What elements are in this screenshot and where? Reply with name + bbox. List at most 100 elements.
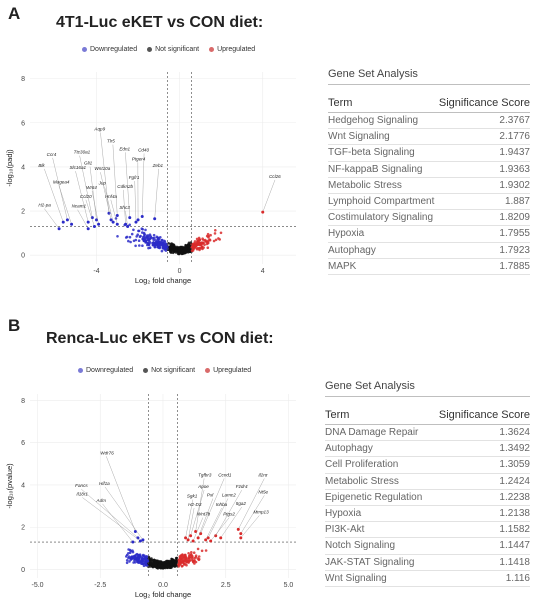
data-point — [148, 239, 151, 243]
data-point — [144, 239, 148, 242]
x-axis-label: Log₂ fold change — [135, 590, 191, 599]
data-point — [153, 217, 157, 221]
gsa-score: 1.9437 — [436, 144, 530, 162]
gsa-term: Notch Signaling — [325, 537, 431, 555]
data-point — [134, 556, 138, 559]
data-point — [184, 536, 188, 540]
data-point — [204, 549, 208, 552]
gsa-row: Lymphoid Compartment 1.887 — [328, 193, 530, 211]
data-point — [209, 233, 212, 237]
y-axis-label: -log₁₀(padj) — [5, 149, 14, 187]
gene-label: Ccl26 — [269, 174, 281, 179]
data-point — [140, 215, 144, 219]
data-point — [157, 237, 161, 241]
data-point — [169, 566, 172, 569]
label-leader — [102, 503, 134, 543]
data-point — [115, 213, 119, 217]
y-tick-label: 4 — [21, 164, 25, 171]
gsa-row: Metabolic Stress 1.2424 — [325, 473, 530, 490]
legend-item-up: Upregulated — [205, 367, 251, 374]
gene-label: Apoe — [197, 484, 209, 489]
label-leader — [200, 478, 225, 534]
data-point — [115, 222, 119, 226]
gsa-term: Epigenetic Regulation — [325, 489, 431, 506]
gsa-term: Wnt Signaling — [328, 128, 437, 146]
gsa-row: Wnt Signaling 2.1776 — [328, 128, 530, 146]
gsa-score: 2.3767 — [436, 112, 530, 130]
data-point — [181, 564, 184, 568]
gsa-term: Costimulatory Signaling — [328, 209, 437, 227]
data-point — [201, 247, 204, 251]
gsa-score: 1.7885 — [436, 258, 530, 275]
data-point — [141, 538, 145, 542]
gene-label: Nt5e — [258, 489, 268, 494]
x-tick-label: -5.0 — [31, 582, 43, 589]
gene-label: Edn1 — [119, 146, 130, 151]
data-point — [179, 554, 183, 557]
data-point — [141, 554, 144, 558]
label-leader — [238, 478, 265, 530]
data-point — [197, 238, 201, 242]
data-point — [130, 555, 134, 558]
data-point — [137, 561, 141, 564]
data-point — [145, 556, 148, 559]
label-leader — [220, 506, 242, 538]
data-point — [157, 565, 160, 568]
data-point — [142, 231, 146, 235]
data-point — [86, 227, 90, 231]
data-point — [157, 244, 160, 248]
legend-label: Upregulated — [213, 367, 252, 374]
gsa-score: 1.1418 — [430, 554, 530, 571]
data-point — [198, 246, 201, 250]
data-point — [179, 556, 182, 559]
y-tick-label: 6 — [21, 120, 25, 127]
label-leader — [79, 155, 93, 218]
data-point — [144, 228, 147, 232]
gsa-row: Hypoxia 1.7955 — [328, 225, 530, 243]
data-point — [116, 235, 119, 238]
data-point — [167, 563, 170, 566]
gsa-row: TGF-beta Signaling 1.9437 — [328, 144, 530, 162]
data-point — [193, 240, 197, 243]
data-point — [171, 246, 174, 249]
label-leader — [104, 186, 114, 223]
data-point — [164, 562, 167, 565]
gsa-term: DNA Damage Repair — [325, 424, 431, 442]
data-point — [192, 551, 196, 554]
data-point — [148, 237, 152, 241]
data-point — [155, 563, 158, 567]
data-point — [70, 222, 74, 226]
data-point — [174, 556, 178, 560]
label-leader — [89, 166, 97, 220]
x-tick-label: 0 — [178, 268, 182, 275]
data-point — [148, 562, 152, 565]
data-point — [145, 235, 148, 239]
gene-label: Itga2 — [236, 501, 247, 506]
label-leader — [187, 508, 195, 540]
data-point — [130, 232, 134, 236]
legend-dot-icon — [82, 47, 87, 52]
gene-label: Ccnd1 — [218, 472, 232, 477]
data-point — [177, 249, 181, 252]
data-point — [145, 564, 148, 567]
data-point — [147, 243, 151, 246]
gsa-term: TGF-beta Signaling — [328, 144, 437, 162]
gsa-row: Cell Proliferation 1.3059 — [325, 456, 530, 474]
data-point — [214, 229, 217, 232]
data-point — [205, 234, 209, 238]
data-point — [65, 218, 69, 222]
label-leader — [100, 172, 112, 220]
label-leader — [44, 208, 60, 229]
gene-label: Cdkn2b — [117, 184, 133, 189]
gsa-term: Hypoxia — [328, 225, 437, 243]
data-point — [153, 245, 157, 249]
data-point — [156, 559, 160, 563]
data-point — [130, 557, 134, 561]
x-tick-label: -4 — [93, 268, 99, 275]
data-point — [133, 529, 137, 533]
data-point — [208, 238, 211, 241]
data-point — [184, 250, 187, 254]
data-point — [183, 563, 187, 566]
gsa-score: 1.1582 — [430, 521, 530, 539]
data-point — [139, 560, 143, 563]
